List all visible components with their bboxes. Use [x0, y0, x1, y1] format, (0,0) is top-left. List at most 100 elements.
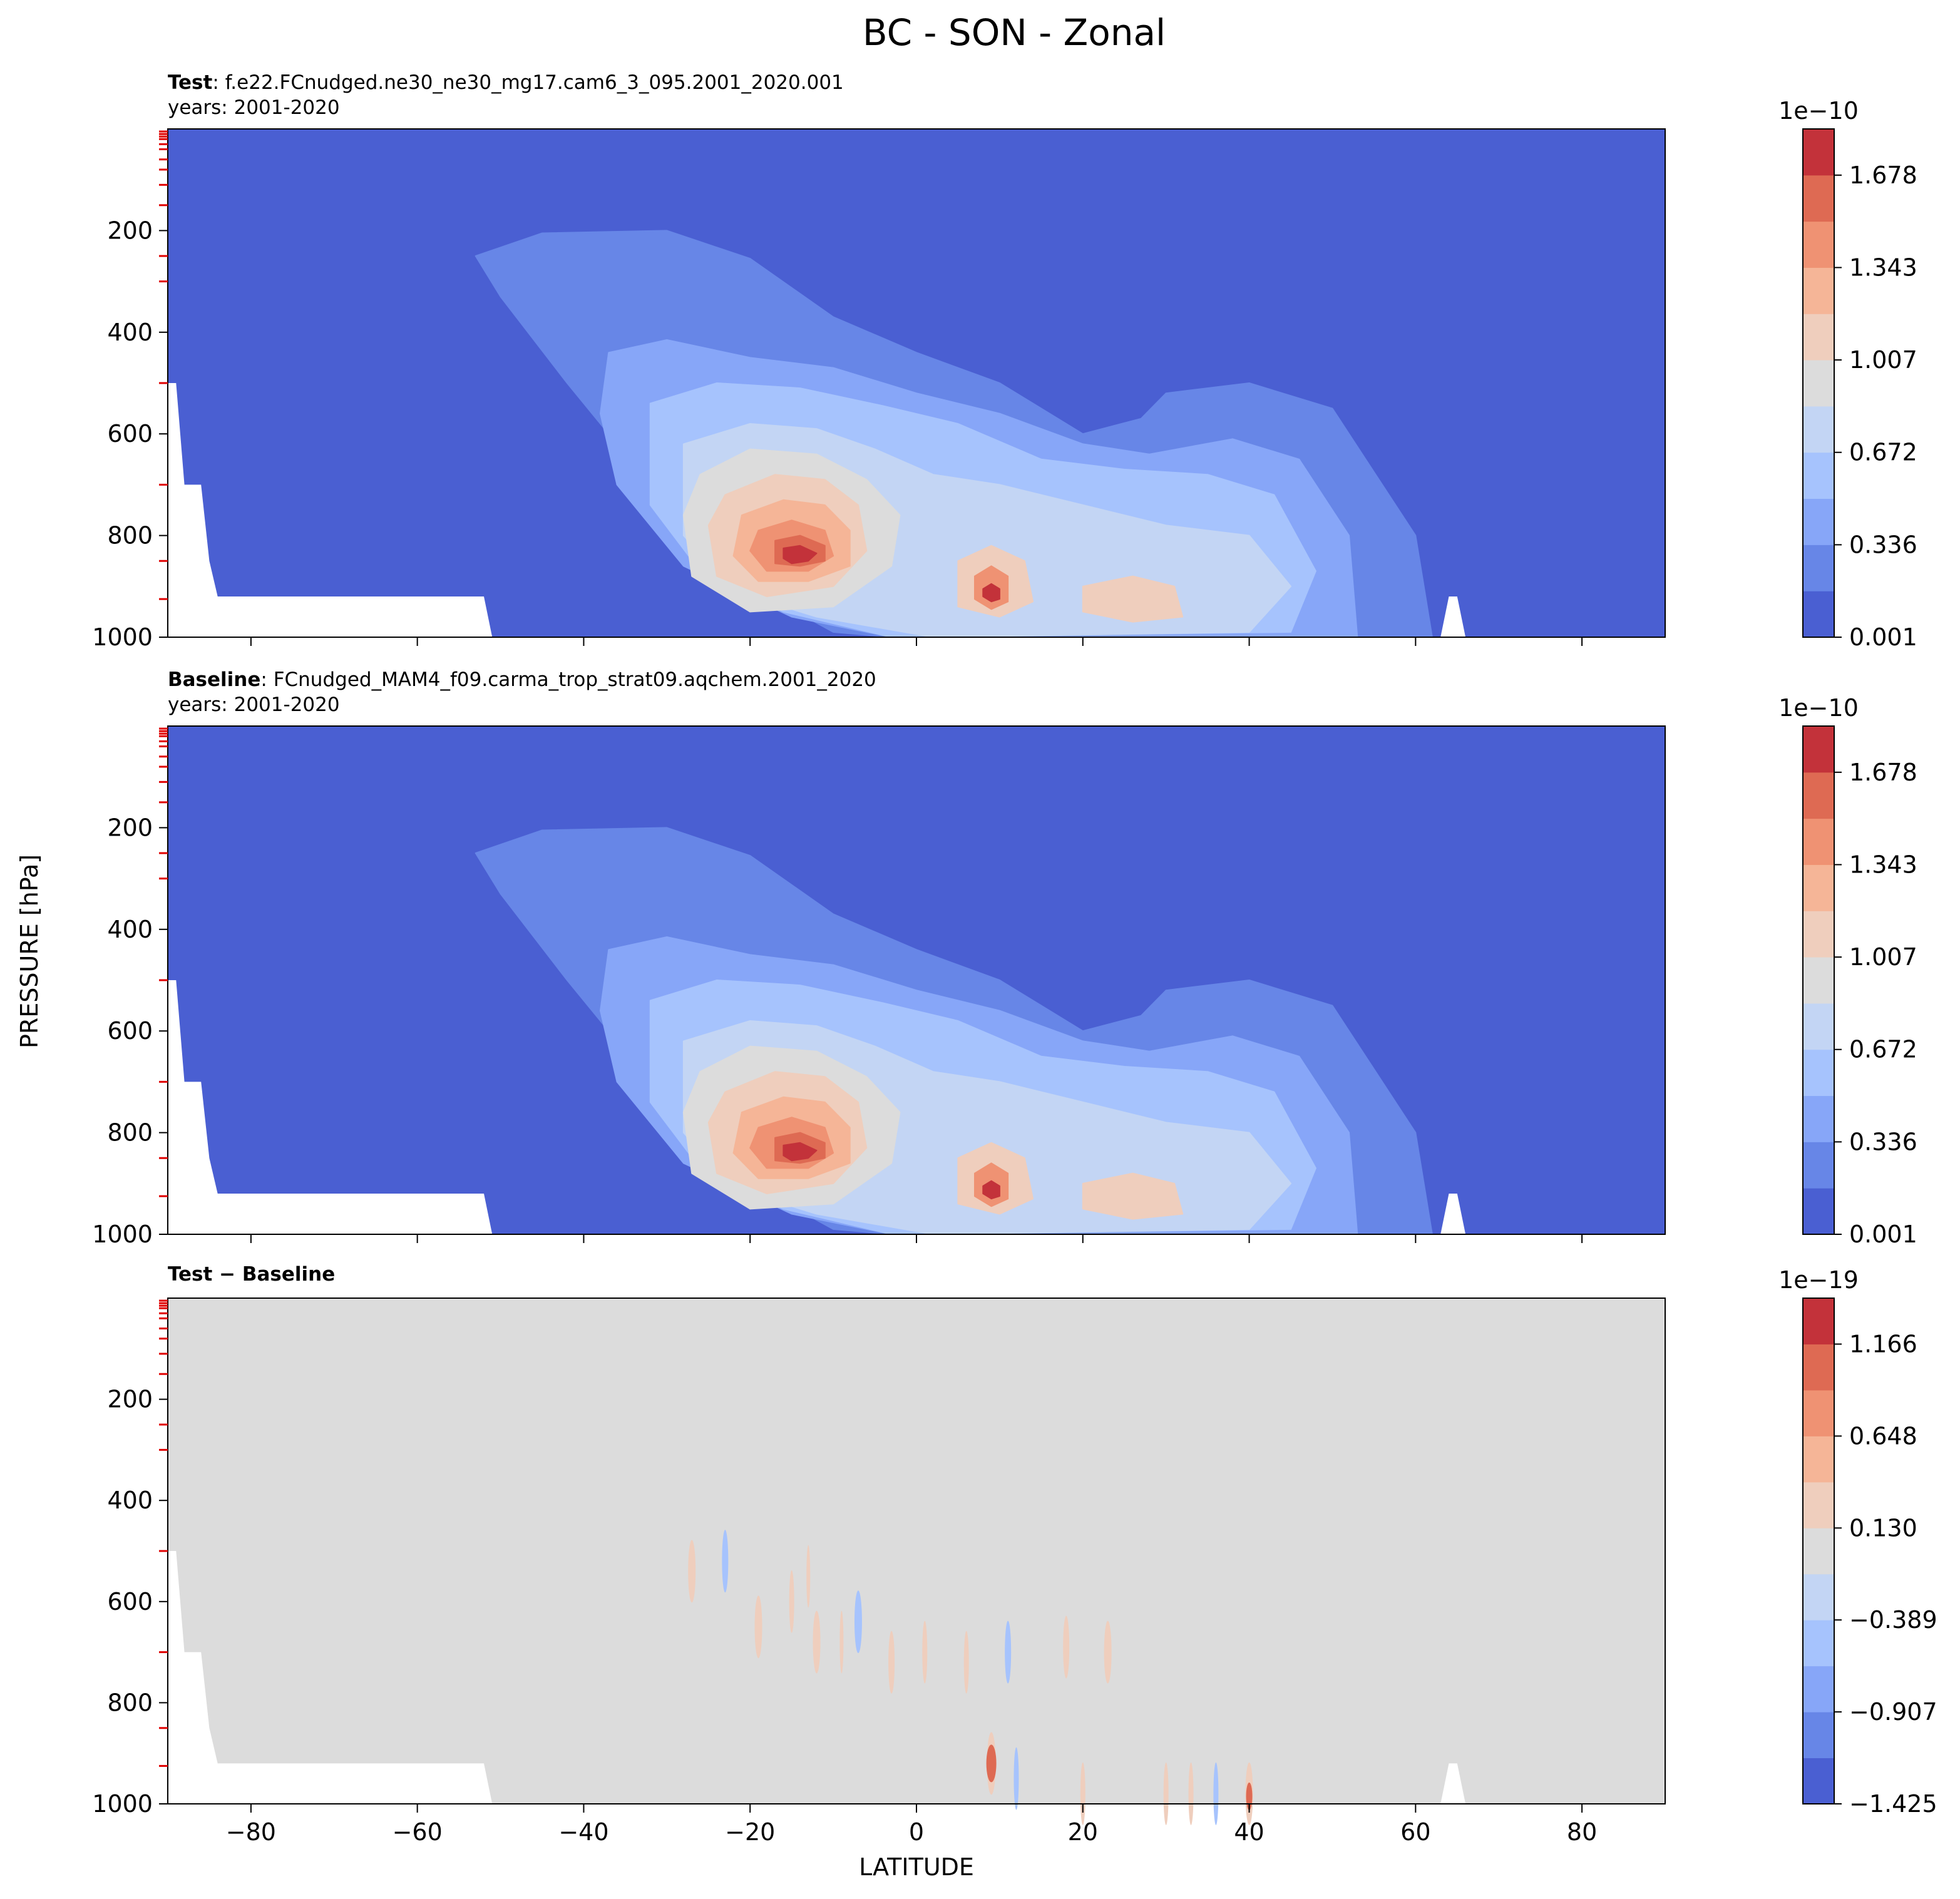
- test-case-name: f.e22.FCnudged.ne30_ne30_mg17.cam6_3_095…: [225, 71, 844, 94]
- colorbar-tick-label-2: 0.672: [1849, 1036, 1917, 1063]
- difference-maximum-40n: [1246, 1782, 1253, 1810]
- colorbar-segment-5: [1803, 360, 1834, 407]
- colorbar-frame: [1802, 725, 1835, 1235]
- colorbar-segment-3: [1803, 1620, 1834, 1667]
- difference-anomaly-3: [789, 1570, 794, 1633]
- colorbar-tick-label-5: 1.678: [1849, 759, 1917, 786]
- test-case-header: Test: f.e22.FCnudged.ne30_ne30_mg17.cam6…: [168, 71, 844, 94]
- difference-anomaly-10: [1063, 1615, 1070, 1679]
- y-tick-label-800: 800: [107, 522, 153, 550]
- y-tick-label-800: 800: [107, 1119, 153, 1147]
- colorbar-tick-label-2: 0.672: [1849, 439, 1917, 466]
- colorbar-segment-2: [1803, 1666, 1834, 1712]
- y-tick-label-600: 600: [107, 1017, 153, 1045]
- colorbar-tick-label-3: 1.007: [1849, 346, 1917, 374]
- colorbar-tick-label-4: 0.648: [1849, 1422, 1917, 1450]
- baseline-case-header: Baseline: FCnudged_MAM4_f09.carma_trop_s…: [168, 668, 876, 691]
- x-axis-label: LATITUDE: [859, 1853, 974, 1881]
- colorbar-segment-0: [1803, 591, 1834, 638]
- field-background: [168, 1298, 1665, 1804]
- y-tick-label-400: 400: [107, 1487, 153, 1514]
- y-tick-label-1000: 1000: [92, 1790, 153, 1818]
- contour-level-6-13: [1082, 1172, 1184, 1220]
- colorbar-segment-1: [1803, 1712, 1834, 1759]
- contour-level-10-12: [982, 1180, 1000, 1200]
- colorbar-segment-4: [1803, 406, 1834, 453]
- x-tick-label-20: 20: [1068, 1818, 1098, 1846]
- colorbar-segment-2: [1803, 498, 1834, 545]
- test-years: years: 2001-2020: [168, 96, 340, 119]
- panel-test: 200 400 600 800 1000 0.001 0.336 0.672 1.007 1.34…: [92, 97, 1917, 651]
- difference-anomaly-11: [1104, 1620, 1112, 1684]
- y-tick-label-200: 200: [107, 217, 153, 244]
- greenland-mask: [1440, 1763, 1466, 1804]
- colorbar-segment-5: [1803, 1528, 1834, 1575]
- colorbar-segment-9: [1803, 175, 1834, 222]
- y-tick-label-200: 200: [107, 814, 153, 841]
- x-tick-label-80: 80: [1567, 1818, 1597, 1846]
- difference-anomaly-2: [754, 1595, 762, 1659]
- difference-anomaly-20: [839, 1610, 844, 1674]
- difference-anomaly-14: [1080, 1762, 1085, 1825]
- colorbar-tick-label-1: 0.336: [1849, 531, 1917, 558]
- baseline-label: Baseline: [168, 668, 260, 691]
- y-tick-label-400: 400: [107, 319, 153, 346]
- greenland-mask: [1440, 596, 1466, 637]
- y-tick-label-1000: 1000: [92, 1221, 153, 1248]
- difference-anomaly-6: [888, 1630, 895, 1694]
- colorbar-segment-10: [1803, 1298, 1834, 1344]
- difference-anomaly-17: [1213, 1762, 1219, 1825]
- difference-anomaly-15: [1163, 1762, 1169, 1825]
- contour-level-10-9: [782, 1142, 818, 1162]
- panel-difference: 200 400 600 800 1000 −80 −60 −40 −20 0 20 40 60 80 −1.…: [92, 1266, 1937, 1846]
- colorbar-tick-label-4: 1.343: [1849, 253, 1917, 281]
- difference-maximum: [986, 1744, 997, 1783]
- colorbar-segment-4: [1803, 1574, 1834, 1620]
- colorbar-segment-7: [1803, 864, 1834, 911]
- colorbar-tick-label-3: 0.130: [1849, 1514, 1917, 1542]
- colorbar-segment-10: [1803, 726, 1834, 773]
- colorbar-segment-0: [1803, 1758, 1834, 1804]
- y-tick-label-1000: 1000: [92, 623, 153, 651]
- x-tick-label--60: −60: [393, 1818, 443, 1846]
- difference-anomaly-16: [1188, 1762, 1194, 1825]
- colorbar-segment-6: [1803, 911, 1834, 958]
- colorbar-segment-8: [1803, 818, 1834, 865]
- colorbar-segment-8: [1803, 221, 1834, 268]
- test-label: Test: [168, 71, 213, 94]
- colorbar-segment-5: [1803, 957, 1834, 1004]
- difference-anomaly-0: [688, 1540, 696, 1603]
- panel-baseline: 200 400 600 800 1000 0.001 0.336 0.672 1.007 1.34…: [92, 694, 1917, 1248]
- colorbar-frame: [1802, 1298, 1835, 1804]
- colorbar-segment-0: [1803, 1188, 1834, 1235]
- antarctica-mask: [168, 980, 493, 1234]
- x-tick-label-40: 40: [1234, 1818, 1264, 1846]
- contour-level-10-12: [982, 583, 1000, 603]
- colorbar-segment-3: [1803, 1049, 1834, 1097]
- colorbar-tick-label-5: 1.166: [1849, 1330, 1917, 1358]
- colorbar-segment-6: [1803, 1482, 1834, 1528]
- y-tick-label-400: 400: [107, 916, 153, 943]
- baseline-years: years: 2001-2020: [168, 694, 340, 716]
- colorbar-segment-7: [1803, 1436, 1834, 1483]
- colorbar-segment-9: [1803, 1344, 1834, 1391]
- colorbar-tick-label-1: 0.336: [1849, 1128, 1917, 1155]
- colorbar-offset: 1e−10: [1778, 694, 1859, 722]
- colorbar-tick-label-1: −0.907: [1849, 1698, 1937, 1726]
- colorbar-offset: 1e−19: [1778, 1266, 1859, 1294]
- contour-level-10-9: [782, 545, 818, 565]
- test-separator: :: [212, 71, 225, 94]
- colorbar-offset: 1e−10: [1778, 97, 1859, 125]
- contour-level-6-13: [1082, 575, 1184, 623]
- colorbar-tick-label-3: 1.007: [1849, 943, 1917, 971]
- difference-anomaly-13: [1013, 1747, 1019, 1810]
- difference-anomaly-5: [854, 1590, 862, 1654]
- x-tick-label-60: 60: [1400, 1818, 1430, 1846]
- colorbar-segment-1: [1803, 545, 1834, 591]
- antarctica-mask: [168, 1551, 493, 1804]
- difference-anomaly-19: [806, 1545, 811, 1608]
- difference-header: Test − Baseline: [168, 1263, 335, 1286]
- colorbar-segment-8: [1803, 1390, 1834, 1436]
- y-axis-label: PRESSURE [hPa]: [16, 854, 43, 1048]
